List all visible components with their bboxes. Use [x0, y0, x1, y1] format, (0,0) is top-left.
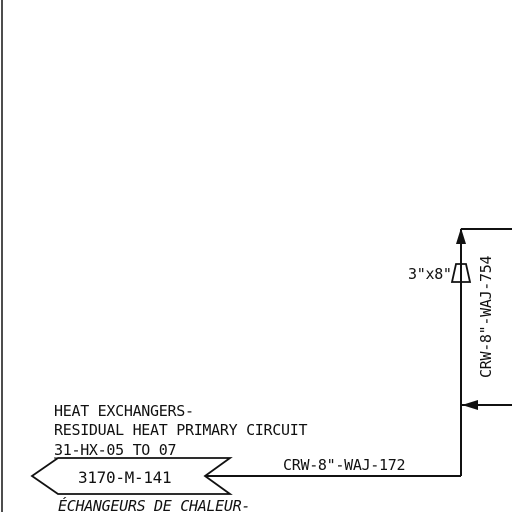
- vertical-pipe-label: CRW-8"-WAJ-754: [477, 255, 495, 378]
- horizontal-pipe-label: CRW-8"-WAJ-172: [283, 456, 405, 474]
- destination-title-line1: HEAT EXCHANGERS-: [54, 402, 194, 420]
- flow-arrow-left-icon: [462, 400, 478, 410]
- reducer-size-label: 3"x8": [408, 265, 452, 283]
- french-title: ÉCHANGEURS DE CHALEUR-: [58, 496, 250, 512]
- destination-equipment-range: 31-HX-05 TO 07: [54, 441, 176, 459]
- destination-title-line2: RESIDUAL HEAT PRIMARY CIRCUIT: [54, 421, 307, 439]
- flow-arrow-up-icon: [456, 228, 466, 244]
- reducer-icon[interactable]: [450, 263, 472, 283]
- drawing-reference-number[interactable]: 3170-M-141: [78, 468, 172, 487]
